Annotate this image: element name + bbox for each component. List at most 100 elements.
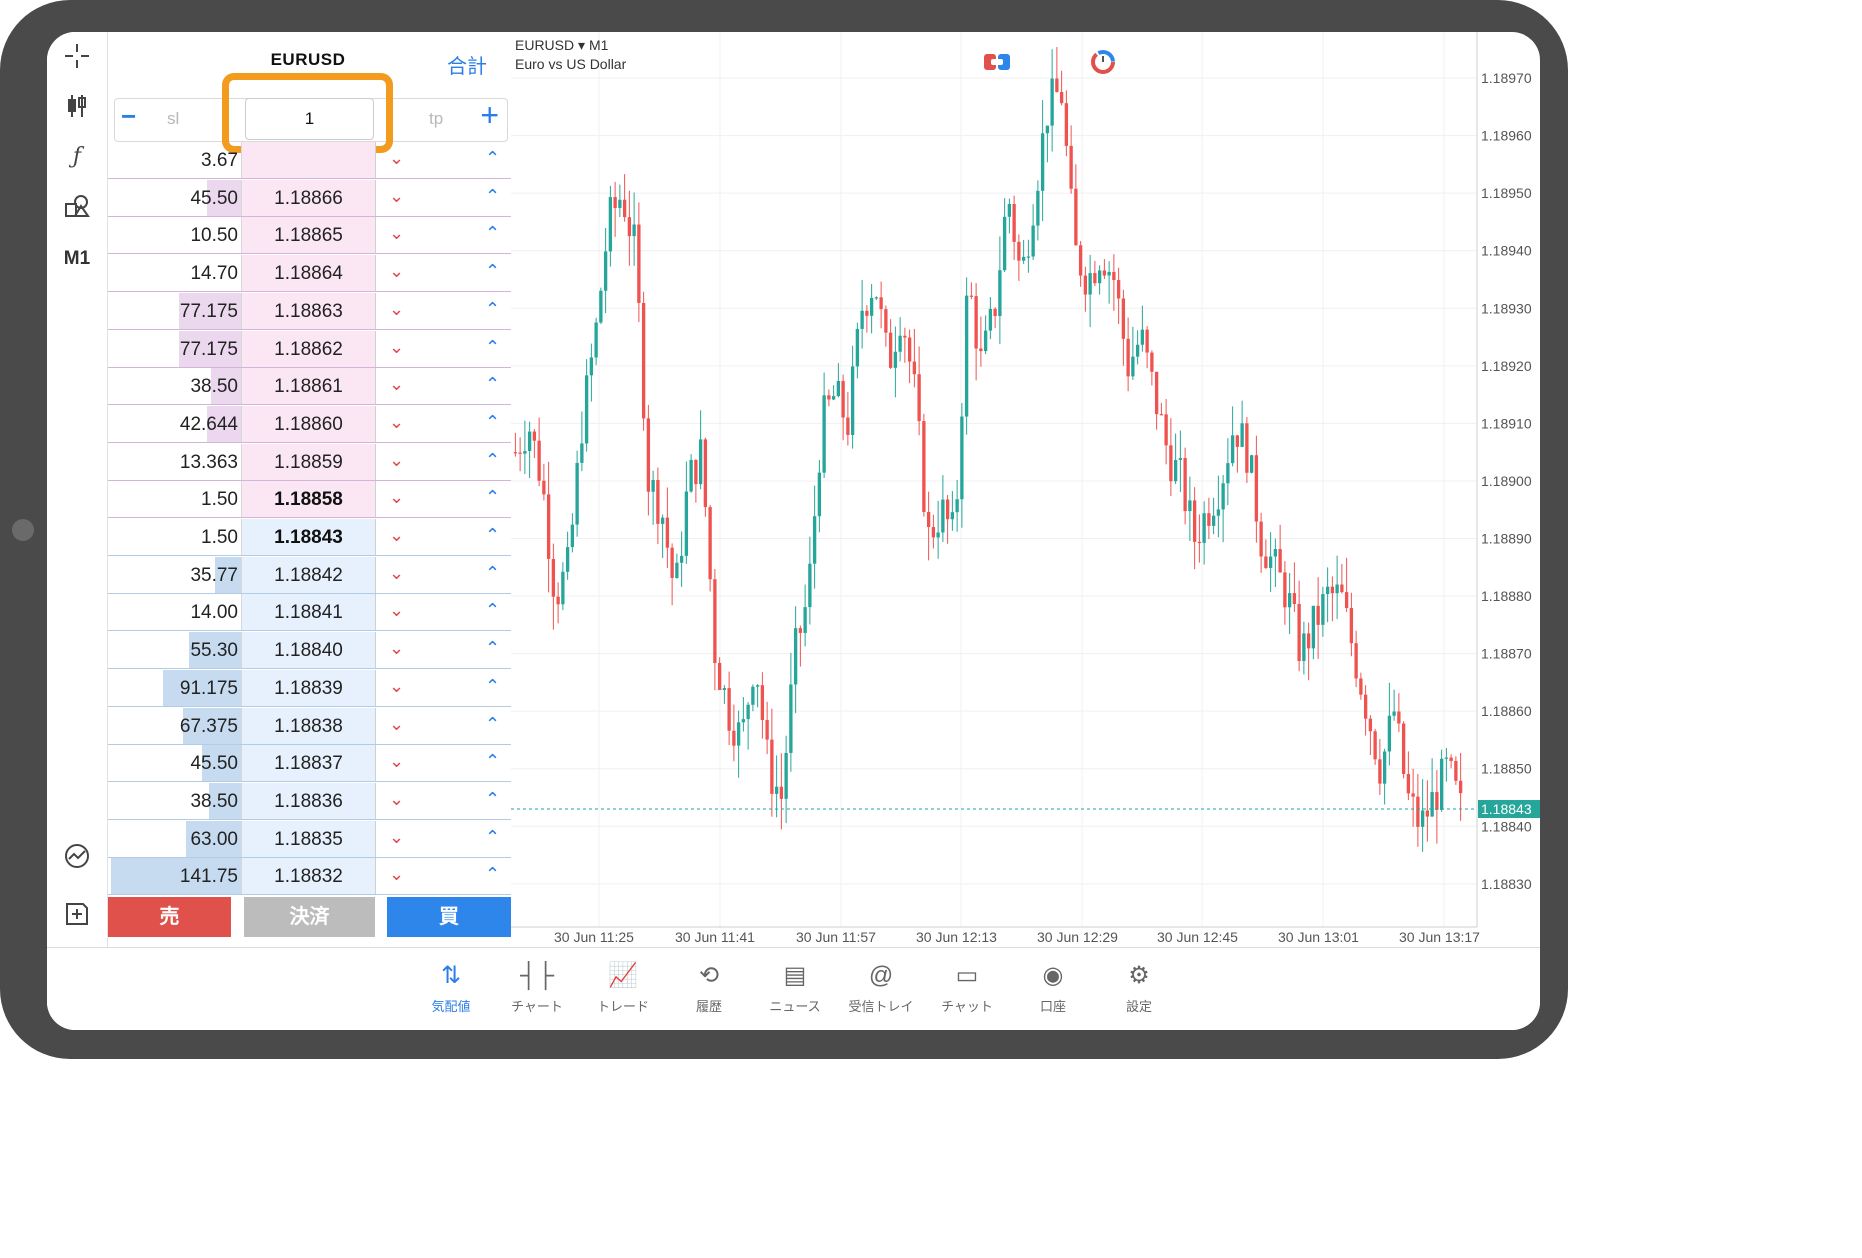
sell-level-row[interactable]: 77.175 1.18863 ⌄ ⌃ <box>108 292 511 330</box>
order-action-bar: 売 決済 買 <box>108 897 511 937</box>
buy-limit-chevron-icon[interactable]: ⌃ <box>485 223 501 244</box>
sell-level-row[interactable]: 38.50 1.18861 ⌄ ⌃ <box>108 368 511 406</box>
buy-level-row[interactable]: 14.00 1.18841 ⌄ ⌃ <box>108 594 511 632</box>
buy-level-row[interactable]: 91.175 1.18839 ⌄ ⌃ <box>108 669 511 707</box>
bull-candle <box>898 335 902 352</box>
nav-quotes[interactable]: ⇅ 気配値 <box>411 960 491 1015</box>
sell-level-row[interactable]: 10.50 1.18865 ⌄ ⌃ <box>108 217 511 255</box>
bull-candle <box>746 704 750 720</box>
take-profit-field[interactable]: tp <box>429 109 444 128</box>
buy-limit-chevron-icon[interactable]: ⌃ <box>485 864 501 885</box>
sell-limit-chevron-icon[interactable]: ⌄ <box>389 487 405 508</box>
sell-level-row[interactable]: 3.67 ⌄ ⌃ <box>108 142 511 179</box>
sell-limit-chevron-icon[interactable]: ⌄ <box>389 562 405 583</box>
decrease-volume-button[interactable]: − <box>121 101 137 131</box>
sell-limit-chevron-icon[interactable]: ⌄ <box>389 788 405 809</box>
sell-limit-chevron-icon[interactable]: ⌄ <box>389 751 405 772</box>
nav-settings[interactable]: ⚙ 設定 <box>1099 960 1179 1015</box>
buy-limit-chevron-icon[interactable]: ⌃ <box>485 788 501 809</box>
sell-limit-chevron-icon[interactable]: ⌄ <box>389 336 405 357</box>
sell-limit-chevron-icon[interactable]: ⌄ <box>389 261 405 282</box>
sell-limit-chevron-icon[interactable]: ⌄ <box>389 600 405 621</box>
sell-level-row[interactable]: 77.175 1.18862 ⌄ ⌃ <box>108 330 511 368</box>
buy-limit-chevron-icon[interactable]: ⌃ <box>485 600 501 621</box>
nav-history[interactable]: ⟲ 履歴 <box>669 960 749 1015</box>
sell-limit-chevron-icon[interactable]: ⌄ <box>389 185 405 206</box>
buy-level-row[interactable]: 63.00 1.18835 ⌄ ⌃ <box>108 820 511 858</box>
nav-chat[interactable]: ▭ チャット <box>927 960 1007 1015</box>
home-button[interactable] <box>12 519 34 541</box>
candlestick-type-icon[interactable] <box>62 92 92 122</box>
buy-limit-chevron-icon[interactable]: ⌃ <box>485 298 501 319</box>
buy-limit-chevron-icon[interactable]: ⌃ <box>485 525 501 545</box>
bull-candle <box>580 443 584 463</box>
chart-symbol-label[interactable]: EURUSD ▾ M1 <box>515 37 609 53</box>
cell-divider <box>241 782 242 819</box>
buy-level-row[interactable]: 38.50 1.18836 ⌄ ⌃ <box>108 782 511 820</box>
buy-limit-chevron-icon[interactable]: ⌃ <box>485 713 501 734</box>
sell-limit-chevron-icon[interactable]: ⌄ <box>389 374 405 395</box>
sell-limit-chevron-icon[interactable]: ⌄ <box>389 148 405 168</box>
nav-trade[interactable]: 📈 トレード <box>583 960 663 1015</box>
buy-level-row[interactable]: 1.50 1.18843 ⌄ ⌃ <box>108 519 511 556</box>
buy-limit-chevron-icon[interactable]: ⌃ <box>485 675 501 696</box>
cell-divider <box>241 368 242 405</box>
buy-limit-chevron-icon[interactable]: ⌃ <box>485 261 501 282</box>
nav-news[interactable]: ▤ ニュース <box>755 960 835 1015</box>
buy-limit-chevron-icon[interactable]: ⌃ <box>485 411 501 432</box>
bear-candle <box>546 494 551 559</box>
buy-level-row[interactable]: 67.375 1.18838 ⌄ ⌃ <box>108 707 511 745</box>
sell-limit-chevron-icon[interactable]: ⌄ <box>389 638 405 659</box>
signal-icon[interactable] <box>1089 48 1117 81</box>
buy-level-row[interactable]: 141.75 1.18832 ⌄ ⌃ <box>108 858 511 896</box>
sell-limit-chevron-icon[interactable]: ⌄ <box>389 864 405 885</box>
total-button[interactable]: 合計 <box>447 56 487 78</box>
sell-level-row[interactable]: 1.50 1.18858 ⌄ ⌃ <box>108 481 511 519</box>
sell-button[interactable]: 売 <box>108 897 231 937</box>
stop-loss-field[interactable]: sl <box>167 109 180 128</box>
buy-limit-chevron-icon[interactable]: ⌃ <box>485 185 501 206</box>
buy-limit-chevron-icon[interactable]: ⌃ <box>485 562 501 583</box>
nav-chart[interactable]: ┤├ チャート <box>497 960 577 1015</box>
timeframe-button[interactable]: M1 <box>63 248 91 269</box>
price-chart[interactable]: 1.18970 1.18960 1.18950 1.18940 1.18930 1.189… <box>511 32 1540 947</box>
crosshair-icon[interactable] <box>62 42 92 72</box>
buy-limit-chevron-icon[interactable]: ⌃ <box>485 751 501 772</box>
sell-level-row[interactable]: 42.644 1.18860 ⌄ ⌃ <box>108 405 511 443</box>
buy-button[interactable]: 買 <box>387 897 511 937</box>
sell-limit-chevron-icon[interactable]: ⌄ <box>389 713 405 734</box>
sell-limit-chevron-icon[interactable]: ⌄ <box>389 525 405 545</box>
sell-level-row[interactable]: 13.363 1.18859 ⌄ ⌃ <box>108 443 511 481</box>
new-order-icon[interactable] <box>62 900 92 930</box>
one-click-trading-icon[interactable] <box>983 50 1011 79</box>
bull-candle <box>1021 256 1026 261</box>
buy-level-row[interactable]: 45.50 1.18837 ⌄ ⌃ <box>108 745 511 783</box>
buy-limit-chevron-icon[interactable]: ⌃ <box>485 638 501 659</box>
buy-limit-chevron-icon[interactable]: ⌃ <box>485 487 501 508</box>
chart-canvas[interactable]: 1.18970 1.18960 1.18950 1.18940 1.18930 1.189… <box>511 32 1540 947</box>
sell-limit-chevron-icon[interactable]: ⌄ <box>389 675 405 696</box>
sell-limit-chevron-icon[interactable]: ⌄ <box>389 223 405 244</box>
buy-limit-chevron-icon[interactable]: ⌃ <box>485 826 501 847</box>
sell-limit-chevron-icon[interactable]: ⌄ <box>389 411 405 432</box>
sell-level-row[interactable]: 45.50 1.18866 ⌄ ⌃ <box>108 179 511 217</box>
buy-level-row[interactable]: 35.77 1.18842 ⌄ ⌃ <box>108 556 511 594</box>
increase-volume-button[interactable]: + <box>480 97 499 133</box>
sell-level-row[interactable]: 14.70 1.18864 ⌄ ⌃ <box>108 255 511 293</box>
close-position-button[interactable]: 決済 <box>244 897 375 937</box>
objects-icon[interactable] <box>62 192 92 222</box>
sell-limit-chevron-icon[interactable]: ⌄ <box>389 298 405 319</box>
buy-limit-chevron-icon[interactable]: ⌃ <box>485 336 501 357</box>
indicators-icon[interactable]: ƒ <box>72 144 82 169</box>
buy-limit-chevron-icon[interactable]: ⌃ <box>485 449 501 470</box>
sell-limit-chevron-icon[interactable]: ⌄ <box>389 449 405 470</box>
buy-limit-chevron-icon[interactable]: ⌃ <box>485 374 501 395</box>
nav-account[interactable]: ◉ 口座 <box>1013 960 1093 1015</box>
buy-level-row[interactable]: 55.30 1.18840 ⌄ ⌃ <box>108 632 511 670</box>
volume-input[interactable]: 1 <box>245 98 374 140</box>
buy-limit-chevron-icon[interactable]: ⌃ <box>485 148 501 168</box>
sell-limit-chevron-icon[interactable]: ⌄ <box>389 826 405 847</box>
price-cell-bg <box>241 632 376 669</box>
nav-mailbox[interactable]: @ 受信トレイ <box>841 960 921 1015</box>
trend-icon[interactable] <box>62 842 92 872</box>
